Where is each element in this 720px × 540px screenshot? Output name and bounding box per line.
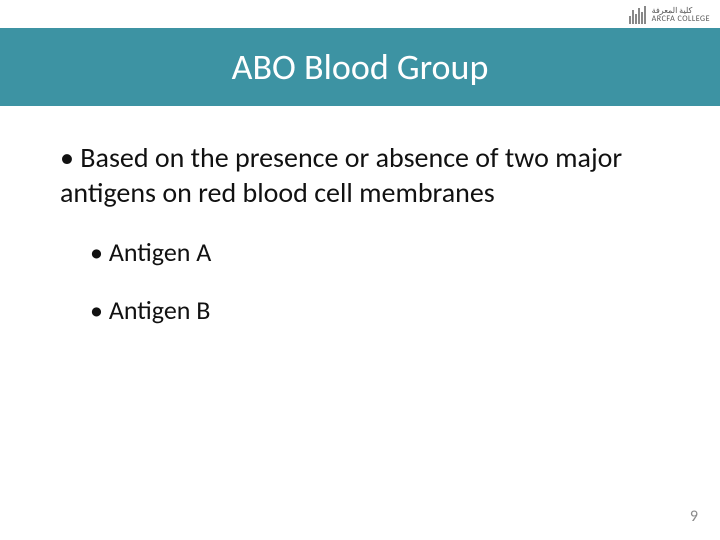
bullet-level1: • Based on the presence or absence of tw…	[60, 140, 660, 210]
page-number: 9	[690, 507, 698, 526]
logo-text: كلية المعرفة ARCFA COLLEGE	[652, 7, 710, 23]
bullet-level2-1: • Antigen B	[90, 294, 660, 328]
title-band: ABO Blood Group	[0, 28, 720, 106]
logo-line2: ARCFA COLLEGE	[652, 15, 710, 23]
logo-bars-icon	[629, 6, 646, 24]
bullet-text: Antigen B	[109, 294, 211, 326]
bullet-text: Antigen A	[109, 236, 212, 268]
college-logo: كلية المعرفة ARCFA COLLEGE	[629, 6, 710, 24]
bullet-text: Based on the presence or absence of two …	[60, 140, 622, 210]
slide-body: • Based on the presence or absence of tw…	[60, 140, 660, 352]
bullet-level2-0: • Antigen A	[90, 236, 660, 270]
bullet-marker: •	[60, 140, 74, 175]
slide-title: ABO Blood Group	[232, 45, 489, 89]
bullet-marker: •	[90, 294, 103, 326]
bullet-marker: •	[90, 236, 103, 268]
slide: كلية المعرفة ARCFA COLLEGE ABO Blood Gro…	[0, 0, 720, 540]
